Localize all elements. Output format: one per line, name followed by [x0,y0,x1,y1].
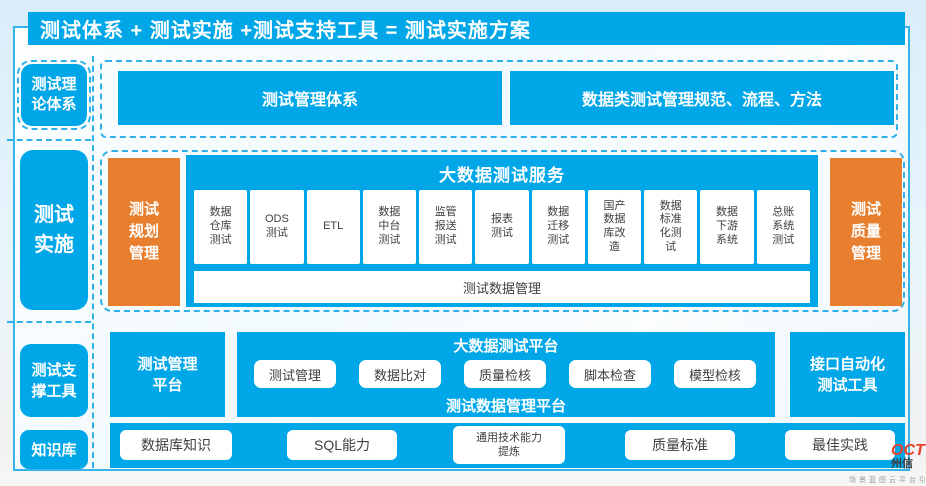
service-box-regulatory-reporting: 监管 报送 测试 [419,190,473,264]
brand-tagline: 场景蓝图云平台引 [849,477,926,484]
api-automation-tool-box: 接口自动化 测试工具 [790,332,905,417]
tool-box-test-management: 测试管理 [254,360,336,388]
implementation-row-container [100,150,905,312]
service-box-report-testing: 报表 测试 [475,190,529,264]
sidebar-item-theory: 测试理 论体系 [21,64,87,126]
sidebar-item-implementation: 测试 实施 [20,150,88,310]
sidebar-vertical-divider [92,56,94,468]
knowledge-box-best-practice: 最佳实践 [785,430,895,460]
tool-box-model-check: 模型检核 [674,360,756,388]
theory-box-data-test-standards: 数据类测试管理规范、流程、方法 [510,71,894,125]
service-box-domestic-db: 国产 数据 库改 造 [587,190,642,264]
bigdata-test-platform-title: 大数据测试平台 [453,337,559,355]
test-data-management-platform-title: 测试数据管理平台 [445,397,566,415]
test-management-platform-box: 测试管理 平台 [110,332,225,417]
test-data-management-bar: 测试数据管理 [194,271,810,303]
test-quality-management-box: 测试 质量 管理 [830,158,902,306]
service-box-ods: ODS 测试 [250,190,304,264]
theory-row-container [100,60,898,138]
knowledge-box-sql: SQL能力 [287,430,397,460]
brand-logo: OCT 州信 [891,442,926,471]
tool-box-script-check: 脚本检查 [569,360,651,388]
service-box-general-ledger: 总账 系统 测试 [756,190,810,264]
knowledge-box-database: 数据库知识 [120,430,232,460]
sidebar-divider-1 [7,139,91,141]
test-planning-management-box: 测试 规划 管理 [108,158,180,306]
sidebar-item-theory-wrap: 测试理 论体系 [17,60,91,130]
sidebar-divider-2 [7,321,91,323]
service-box-etl: ETL [306,190,360,264]
service-box-downstream-systems: 数据 下游 系统 [700,190,754,264]
banner-title: 测试体系 + 测试实施 +测试支持工具 = 测试实施方案 [28,12,905,45]
theory-box-test-management-system: 测试管理体系 [118,71,502,125]
service-box-data-middle-platform: 数据 中台 测试 [362,190,417,264]
service-box-data-standardization: 数据 标准 化测 试 [644,190,698,264]
service-box-data-migration: 数据 迁移 测试 [531,190,585,264]
bigdata-test-service-title: 大数据测试服务 [439,165,565,185]
sidebar-item-knowledge: 知识库 [20,430,88,469]
tool-box-data-comparison: 数据比对 [359,360,441,388]
brand-logo-text: OCT [891,442,925,459]
knowledge-box-quality-standard: 质量标准 [625,430,735,460]
knowledge-box-general-tech: 通用技术能力 提炼 [453,426,565,464]
tool-box-quality-check: 质量检核 [464,360,546,388]
service-box-data-warehouse: 数据 仓库 测试 [194,190,248,264]
brand-logo-cn-text: 州信 [891,458,913,470]
service-box-row: 数据 仓库 测试 ODS 测试 ETL 数据 中台 测试 监管 报送 测试 报表… [194,190,810,264]
sidebar-item-support-tools: 测试支 撑工具 [20,344,88,417]
